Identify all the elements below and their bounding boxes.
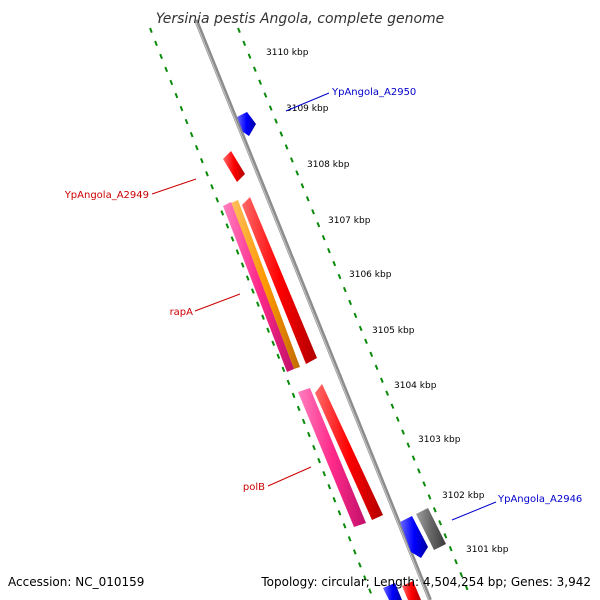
- tick-label: 3102 kbp: [442, 491, 485, 501]
- gene-label-a2946[interactable]: YpAngola_A2946: [497, 494, 582, 505]
- tick-label: 3108 kbp: [307, 160, 350, 170]
- a2946-connector: [451, 501, 497, 521]
- tick-label: 3101 kbp: [466, 545, 509, 555]
- tick-label: 3107 kbp: [328, 216, 371, 226]
- tick-label: 3104 kbp: [394, 381, 437, 391]
- gene-rapa-cds-orange[interactable]: [231, 200, 300, 369]
- gene-a2946-cds-blue[interactable]: [400, 516, 428, 558]
- gene-label-a2949[interactable]: YpAngola_A2949: [64, 190, 149, 201]
- a2950-connector: [285, 92, 330, 112]
- a2949-connector: [151, 178, 197, 195]
- tick-label: 3109 kbp: [286, 104, 329, 114]
- outer-guide-line: [237, 27, 471, 597]
- genome-stats-text: Topology: circular; Length: 4,504,254 bp…: [260, 575, 591, 589]
- gene-a2949-cds[interactable]: [223, 151, 245, 182]
- gene-a2950-cds[interactable]: [237, 112, 256, 136]
- gene-label-rapa[interactable]: rapA: [170, 307, 194, 318]
- tick-label: 3105 kbp: [372, 326, 415, 336]
- gene-rapa-cds-red[interactable]: [242, 197, 317, 364]
- gene-bottom-cds-blue[interactable]: [383, 583, 402, 600]
- gene-label-a2950[interactable]: YpAngola_A2950: [331, 87, 416, 98]
- genome-backbone-highlight: [194, 19, 430, 600]
- tick-label: 3103 kbp: [418, 435, 461, 445]
- polb-connector: [267, 466, 312, 487]
- inner-guide-line: [149, 27, 373, 597]
- gene-bottom-cds-red[interactable]: [402, 581, 421, 600]
- genome-backbone: [194, 19, 432, 600]
- gene-rapa-cds-pink[interactable]: [223, 202, 294, 372]
- scale-ticks: 3110 kbp 3109 kbp 3108 kbp 3107 kbp 3106…: [266, 48, 509, 555]
- tick-label: 3106 kbp: [349, 270, 392, 280]
- tick-label: 3110 kbp: [266, 48, 309, 58]
- gene-polb-cds-pink[interactable]: [298, 388, 366, 527]
- gene-polb-cds-red[interactable]: [315, 384, 383, 520]
- gene-label-polb[interactable]: polB: [243, 482, 265, 493]
- gene-a2946-cds-gray[interactable]: [416, 508, 446, 550]
- map-title: Yersinia pestis Angola, complete genome: [156, 11, 445, 27]
- rapa-connector: [194, 293, 241, 312]
- accession-text: Accession: NC_010159: [8, 575, 144, 589]
